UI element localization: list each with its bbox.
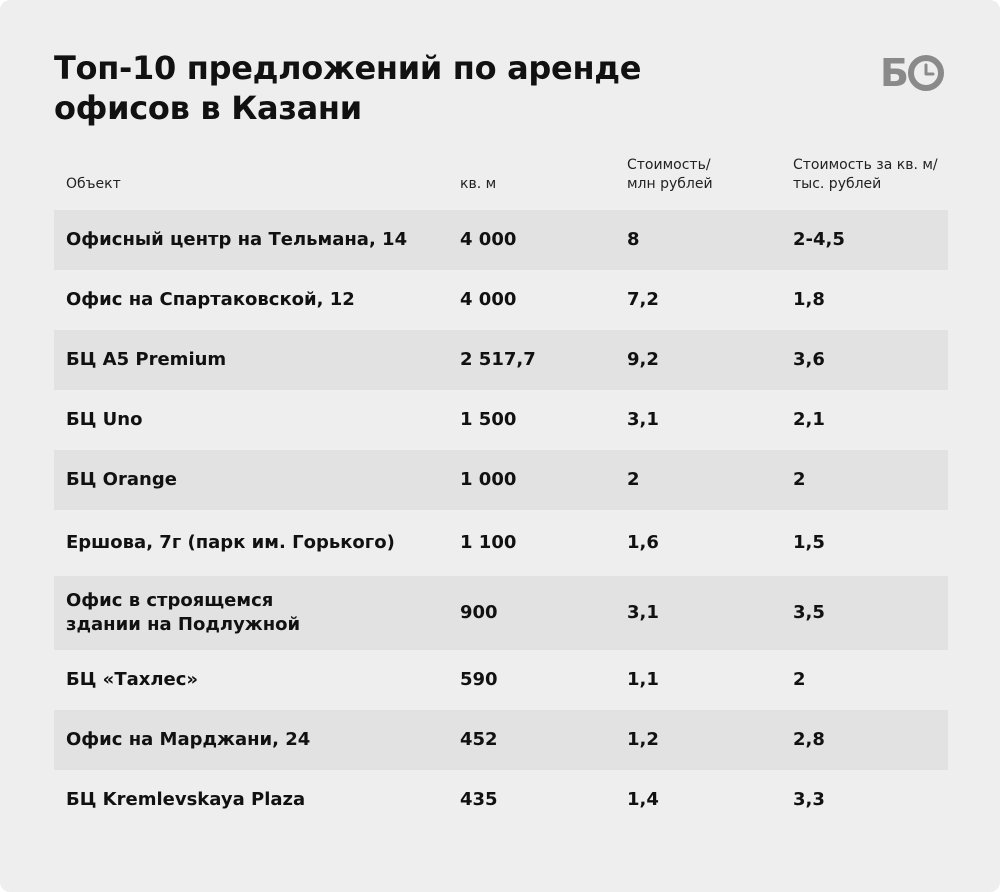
- cell-cost: 1,6: [627, 532, 659, 553]
- cell-cost-per-sqm: 3,6: [793, 349, 825, 370]
- logo: Б: [880, 52, 952, 94]
- cell-cost-per-sqm: 1,5: [793, 532, 825, 553]
- cell-cost: 1,1: [627, 669, 659, 690]
- cell-cost: 3,1: [627, 409, 659, 430]
- cell-cost-per-sqm: 2,1: [793, 409, 825, 430]
- cell-cost-per-sqm: 1,8: [793, 289, 825, 310]
- cell-area: 1 100: [460, 532, 517, 553]
- page-title: Топ-10 предложений по аренде офисов в Ка…: [54, 49, 642, 127]
- cell-cost: 9,2: [627, 349, 659, 370]
- cell-object: БЦ «Тахлес»: [66, 669, 199, 690]
- table-header: Объект кв. м Стоимость/ млн рублей Стоим…: [54, 154, 948, 210]
- cell-cost-per-sqm: 3,5: [793, 602, 825, 623]
- table-row: БЦ Kremlevskaya Plaza 435 1,4 3,3: [54, 770, 948, 830]
- table-row: БЦ Uno 1 500 3,1 2,1: [54, 390, 948, 450]
- cell-cost-per-sqm: 2-4,5: [793, 229, 845, 250]
- cell-cost-per-sqm: 2,8: [793, 729, 825, 750]
- cell-object: БЦ Uno: [66, 409, 143, 430]
- cell-area: 2 517,7: [460, 349, 536, 370]
- cell-area: 1 500: [460, 409, 517, 430]
- cell-object: Ершова, 7г (парк им. Горького): [66, 532, 395, 553]
- table-row: Ершова, 7г (парк им. Горького) 1 100 1,6…: [54, 510, 948, 576]
- cell-area: 435: [460, 789, 498, 810]
- cell-object: Офис на Спартаковской, 12: [66, 289, 355, 310]
- cell-cost: 2: [627, 469, 640, 490]
- cell-object: Офис на Марджани, 24: [66, 729, 311, 750]
- cell-cost: 1,2: [627, 729, 659, 750]
- table-row: БЦ «Тахлес» 590 1,1 2: [54, 650, 948, 710]
- cell-object: БЦ A5 Premium: [66, 349, 227, 370]
- cell-area: 590: [460, 669, 498, 690]
- column-header-cost: Стоимость/ млн рублей: [627, 157, 713, 192]
- cell-cost: 3,1: [627, 602, 659, 623]
- column-header-area: кв. м: [460, 176, 497, 192]
- table-row: Офис в строящемся здании на Подлужной 90…: [54, 576, 948, 650]
- cell-cost: 7,2: [627, 289, 659, 310]
- table-row: БЦ Orange 1 000 2 2: [54, 450, 948, 510]
- cell-object: БЦ Kremlevskaya Plaza: [66, 789, 306, 810]
- cell-cost: 8: [627, 229, 640, 250]
- cell-area: 452: [460, 729, 498, 750]
- cell-cost-per-sqm: 2: [793, 469, 806, 490]
- cell-object: Офис в строящемся здании на Подлужной: [66, 590, 301, 635]
- cell-area: 4 000: [460, 289, 517, 310]
- cell-area: 1 000: [460, 469, 517, 490]
- clock-o-icon: [907, 55, 944, 91]
- cell-object: Офисный центр на Тельмана, 14: [66, 229, 408, 250]
- offers-table: Офисный центр на Тельмана, 14 4 000 8 2-…: [54, 210, 948, 830]
- logo-letter: Б: [880, 51, 909, 95]
- table-row: Офис на Марджани, 24 452 1,2 2,8: [54, 710, 948, 770]
- table-row: Офис на Спартаковской, 12 4 000 7,2 1,8: [54, 270, 948, 330]
- cell-object: БЦ Orange: [66, 469, 177, 490]
- cell-cost: 1,4: [627, 789, 659, 810]
- cell-cost-per-sqm: 2: [793, 669, 806, 690]
- cell-cost-per-sqm: 3,3: [793, 789, 825, 810]
- cell-area: 4 000: [460, 229, 517, 250]
- cell-area: 900: [460, 602, 498, 623]
- table-row: Офисный центр на Тельмана, 14 4 000 8 2-…: [54, 210, 948, 270]
- table-row: БЦ A5 Premium 2 517,7 9,2 3,6: [54, 330, 948, 390]
- column-header-object: Объект: [66, 176, 121, 192]
- column-header-cost-per-sqm: Стоимость за кв. м/ тыс. рублей: [793, 157, 938, 192]
